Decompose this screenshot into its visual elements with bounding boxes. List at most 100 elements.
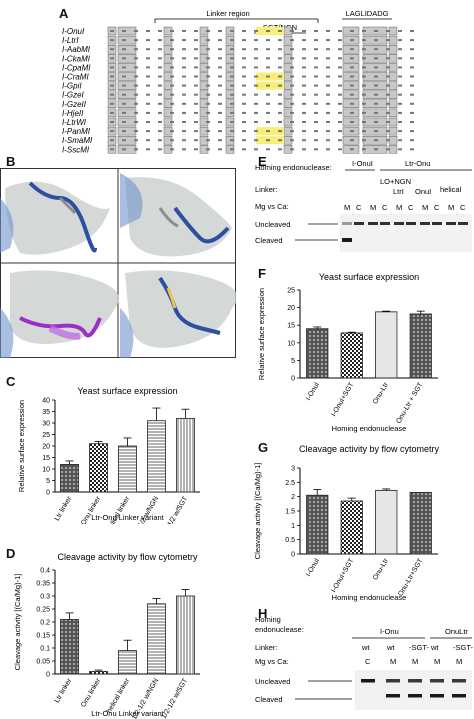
x-axis-label: Homing endonuclease	[332, 424, 407, 433]
residue-mark	[290, 48, 294, 51]
panel-b-protein-structures	[0, 168, 236, 358]
residue-mark	[410, 102, 414, 105]
residue-mark	[302, 75, 306, 78]
x-tick-label: Ltr linker	[54, 677, 74, 704]
residue-mark	[170, 130, 174, 133]
gel-band-uncleaved	[430, 679, 444, 683]
residue-mark	[398, 66, 402, 69]
residue-mark	[182, 111, 186, 114]
residue-mark	[290, 39, 294, 42]
residue-mark	[242, 84, 246, 87]
residue-mark	[338, 48, 342, 51]
bar	[60, 619, 79, 675]
residue-mark	[206, 66, 210, 69]
residue-mark	[182, 148, 186, 151]
residue-mark	[326, 57, 330, 60]
residue-mark	[398, 93, 402, 96]
residue-mark	[194, 48, 198, 51]
enzyme-name: I-PanMI	[62, 127, 91, 136]
conserved-block	[388, 26, 398, 36]
conserved-block	[117, 135, 137, 145]
lane-label: C	[382, 203, 388, 212]
residue-mark	[134, 111, 138, 114]
residue-mark	[218, 30, 222, 32]
residue-mark	[374, 139, 378, 142]
conserved-block	[117, 35, 137, 45]
structure-quadrant-4	[120, 270, 236, 358]
residue-mark	[278, 139, 282, 142]
residue-mark	[122, 39, 126, 42]
residue-mark	[374, 111, 378, 114]
residue-mark	[122, 93, 126, 96]
gel-band-uncleaved	[406, 222, 416, 225]
residue-mark	[266, 48, 270, 51]
residue-mark	[170, 84, 174, 87]
residue-mark	[194, 102, 198, 105]
panel-f-chart: Yeast surface expression 0 5 10 15 20 25 Relati…	[257, 272, 438, 433]
ionu-label: I-Onu	[380, 627, 399, 636]
residue-mark	[386, 39, 390, 42]
residue-mark	[170, 121, 174, 123]
panel-b-letter: B	[6, 154, 16, 169]
residue-mark	[278, 84, 282, 87]
lane-label: M	[448, 203, 454, 212]
residue-mark	[170, 111, 174, 114]
residue-mark	[218, 75, 222, 78]
residue-mark	[266, 130, 270, 133]
residue-mark	[182, 57, 186, 60]
residue-mark	[278, 30, 282, 32]
y-tick-label: 0.25	[36, 607, 50, 614]
conserved-block	[117, 72, 137, 81]
lane-label: M	[344, 203, 350, 212]
gel-band-cleaved	[452, 694, 466, 698]
onui-label: OnuI	[415, 187, 431, 196]
residue-mark	[410, 66, 414, 69]
residue-mark	[194, 139, 198, 142]
residue-mark	[350, 111, 354, 114]
y-tick-label: 35	[42, 409, 50, 416]
residue-mark	[290, 30, 294, 32]
homing-label-line1: Homing	[255, 615, 281, 624]
residue-mark	[110, 30, 114, 32]
residue-mark	[182, 121, 186, 123]
panel-d-letter: D	[6, 546, 16, 561]
linker-label: Linker:	[255, 643, 278, 652]
residue-mark	[314, 48, 318, 51]
chart-title: Yeast surface expression	[319, 272, 419, 282]
residue-mark	[134, 30, 138, 32]
residue-mark	[362, 111, 366, 114]
residue-mark	[254, 39, 258, 42]
chart-title: Yeast surface expression	[77, 386, 177, 396]
residue-mark	[338, 148, 342, 151]
y-tick-label: 20	[287, 305, 295, 312]
residue-mark	[170, 66, 174, 69]
residue-mark	[266, 84, 270, 87]
linker-lane-label: wt	[386, 643, 395, 652]
cleaved-label: Cleaved	[255, 695, 283, 704]
residue-mark	[146, 121, 150, 123]
residue-mark	[170, 39, 174, 42]
enzyme-name: I-SscMI	[62, 145, 90, 154]
gel-band-uncleaved	[342, 222, 352, 225]
residue-mark	[350, 148, 354, 151]
residue-mark	[350, 57, 354, 60]
residue-mark	[410, 39, 414, 42]
residue-mark	[146, 57, 150, 60]
conserved-block	[388, 45, 398, 54]
bar	[340, 332, 363, 379]
conserved-block	[388, 108, 398, 118]
residue-mark	[278, 93, 282, 96]
lane-label: M	[396, 203, 402, 212]
enzyme-name: I-LtrWI	[62, 118, 87, 127]
residue-mark	[338, 139, 342, 142]
residue-mark	[254, 84, 258, 87]
panel-g-chart: Cleavage activity by flow cytometry 0 0.5 1…	[253, 444, 440, 602]
residue-mark	[314, 121, 318, 123]
residue-mark	[194, 148, 198, 151]
residue-mark	[218, 139, 222, 142]
residue-mark	[386, 139, 390, 142]
residue-mark	[410, 139, 414, 142]
residue-mark	[290, 148, 294, 151]
residue-mark	[170, 57, 174, 60]
residue-mark	[326, 102, 330, 105]
